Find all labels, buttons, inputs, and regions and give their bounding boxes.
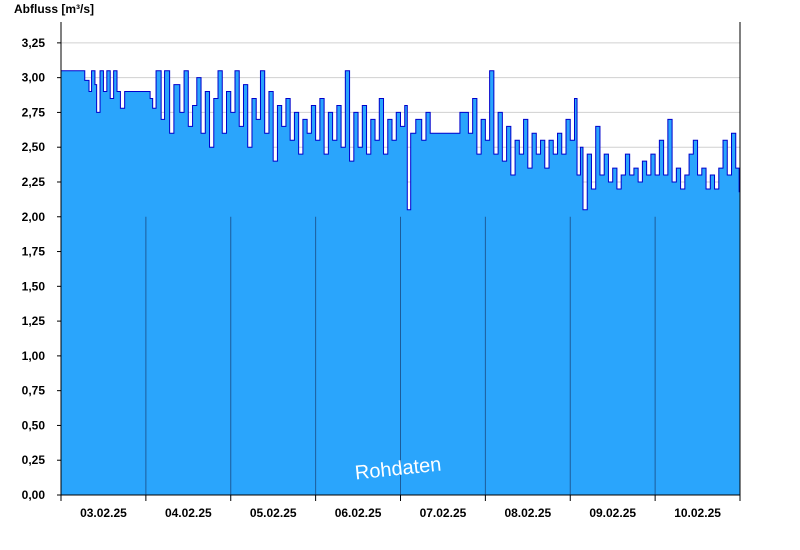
y-tick-label: 1,00 xyxy=(22,349,46,363)
y-tick-label: 2,00 xyxy=(22,210,46,224)
y-tick-label: 2,75 xyxy=(22,105,46,119)
x-tick-label: 06.02.25 xyxy=(335,506,382,520)
y-axis-ticks: 0,00 0,25 0,50 0,75 1,00 1,25 1,50 1,75 2,00 2,25… xyxy=(22,36,61,502)
day-separator-lines xyxy=(145,216,656,495)
y-tick-label: 2,25 xyxy=(22,175,46,189)
y-tick-label: 1,75 xyxy=(22,245,46,259)
x-tick-label: 08.02.25 xyxy=(504,506,551,520)
x-tick-label: 03.02.25 xyxy=(80,506,127,520)
x-tick-label: 10.02.25 xyxy=(674,506,721,520)
y-tick-label: 0,25 xyxy=(22,453,46,467)
y-tick-label: 0,00 xyxy=(22,488,46,502)
y-tick-label: 2,50 xyxy=(22,140,46,154)
y-tick-label: 0,50 xyxy=(22,418,46,432)
y-tick-label: 3,25 xyxy=(22,36,46,50)
discharge-line xyxy=(61,70,740,211)
x-tick-label: 04.02.25 xyxy=(165,506,212,520)
y-tick-label: 0,75 xyxy=(22,384,46,398)
y-axis-label: Abfluss [m³/s] xyxy=(14,2,94,16)
y-tick-label: 1,50 xyxy=(22,279,46,293)
x-tick-label: 05.02.25 xyxy=(250,506,297,520)
x-axis-ticks: 03.02.25 04.02.25 05.02.25 06.02.25 07.02.25… xyxy=(60,495,741,520)
y-tick-label: 3,00 xyxy=(22,71,46,85)
y-tick-label: 1,25 xyxy=(22,314,46,328)
x-tick-label: 09.02.25 xyxy=(589,506,636,520)
x-tick-label: 07.02.25 xyxy=(420,506,467,520)
